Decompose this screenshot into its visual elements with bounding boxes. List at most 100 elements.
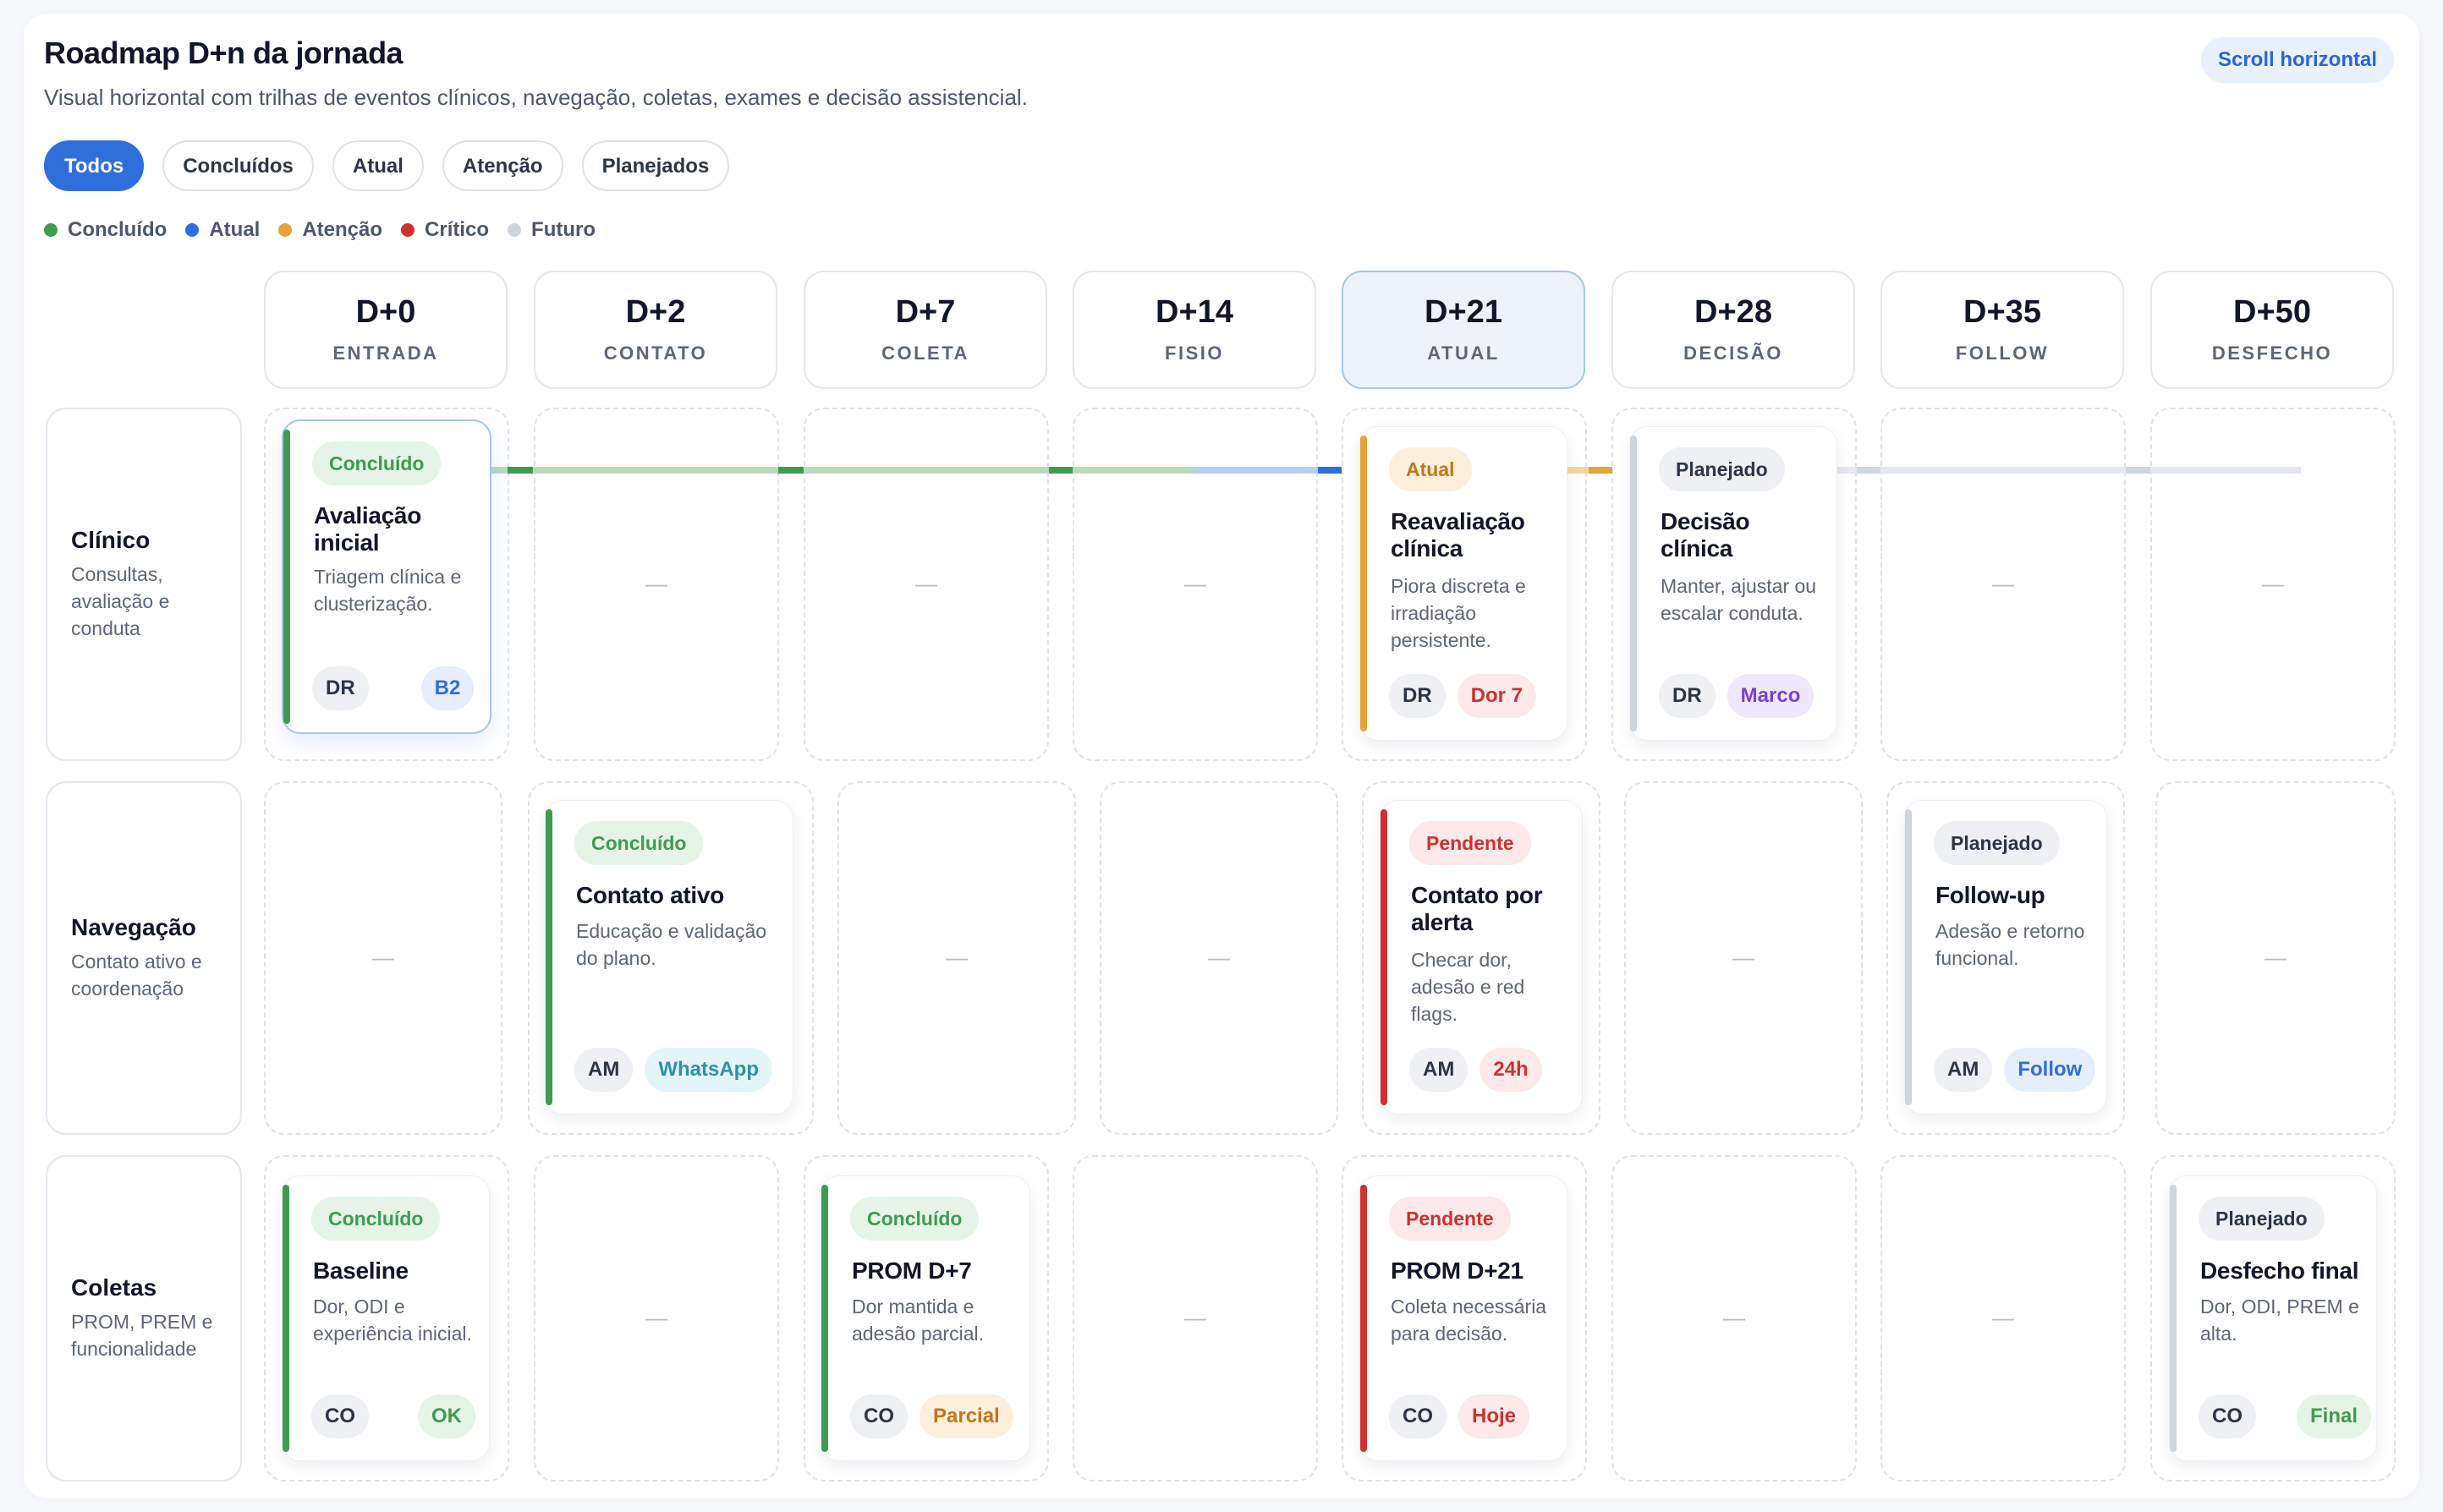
card-description: Educação e validação do plano. — [576, 920, 767, 969]
tag-pill: Follow — [2004, 1048, 2096, 1092]
filter-todos[interactable]: Todos — [44, 140, 145, 191]
cell-clinico-d7: — — [804, 408, 1049, 761]
column-header-d0[interactable]: D+0 ENTRADA — [264, 271, 508, 389]
status-badge: Concluído — [850, 1197, 980, 1241]
column-header-d35[interactable]: D+35 FOLLOW — [1880, 271, 2124, 389]
card-title: Baseline — [313, 1257, 409, 1284]
card-title: Contato ativo — [576, 882, 724, 908]
card-description: Piora discreta e irradiação persistente. — [1391, 575, 1526, 651]
column-header-d21[interactable]: D+21 ATUAL — [1342, 271, 1585, 389]
tag-pill: B2 — [420, 666, 475, 710]
cell-coletas-d2: — — [534, 1155, 779, 1482]
card-title: PROM D+7 — [852, 1257, 972, 1284]
track-segment — [491, 467, 778, 474]
card-description: Coleta necessária para decisão. — [1391, 1296, 1547, 1345]
card-baseline[interactable]: Concluído Baseline Dor, ODI e experiênci… — [282, 1175, 490, 1461]
tag-pill: 24h — [1480, 1048, 1542, 1092]
avatar: DR — [1659, 674, 1716, 718]
avatar: CO — [311, 1394, 369, 1438]
card-reavaliacao-clinica[interactable]: Atual Reavaliação clínica Piora discreta… — [1359, 426, 1567, 741]
page-subtitle: Visual horizontal com trilhas de eventos… — [44, 85, 1028, 110]
tag-pill: OK — [418, 1394, 475, 1438]
column-header-d28[interactable]: D+28 DECISÃO — [1611, 271, 1855, 389]
card-prom-d7[interactable]: Concluído PROM D+7 Dor mantida e adesão … — [821, 1175, 1030, 1461]
avatar: CO — [2199, 1394, 2256, 1438]
cell-clinico-d50: — — [2150, 408, 2396, 761]
filter-planejados[interactable]: Planejados — [581, 140, 730, 191]
card-title: Reavaliação clínica — [1391, 508, 1525, 562]
track-segment — [1049, 467, 1193, 474]
avatar: AM — [574, 1048, 634, 1092]
track-node — [1857, 467, 1880, 474]
card-title: Desfecho final — [2200, 1257, 2359, 1284]
card-avaliacao-inicial[interactable]: Concluído Avaliação inicial Triagem clín… — [282, 419, 491, 734]
page-title: Roadmap D+n da jornada — [44, 36, 404, 70]
card-prom-d21[interactable]: Pendente PROM D+21 Coleta necessária par… — [1359, 1175, 1567, 1461]
filter-chips: Todos Concluídos Atual Atenção Planejado… — [44, 140, 730, 191]
card-title: PROM D+21 — [1391, 1257, 1523, 1284]
card-contato-por-alerta[interactable]: Pendente Contato por alerta Checar dor, … — [1380, 800, 1583, 1115]
legend-dot-icon — [508, 223, 522, 237]
avatar: DR — [312, 666, 369, 710]
card-title: Contato por alerta — [1411, 882, 1543, 935]
cell-coletas-d28: — — [1611, 1155, 1857, 1482]
filter-concluidos[interactable]: Concluídos — [162, 140, 314, 191]
avatar: AM — [1934, 1048, 1993, 1092]
column-header-d14[interactable]: D+14 FISIO — [1073, 271, 1316, 389]
cell-clinico-d14: — — [1073, 408, 1318, 761]
tag-pill: WhatsApp — [645, 1048, 772, 1092]
track-node — [508, 467, 533, 474]
card-description: Dor, ODI e experiência inicial. — [313, 1296, 472, 1345]
row-label-navegacao: Navegação Contato ativo e coordenação — [46, 781, 242, 1135]
tag-pill: Marco — [1727, 674, 1814, 718]
filter-atencao[interactable]: Atenção — [442, 140, 563, 191]
status-badge: Pendente — [1389, 1197, 1511, 1241]
cell-clinico-d2: — — [534, 408, 779, 761]
avatar: CO — [1389, 1394, 1447, 1438]
column-header-d50[interactable]: D+50 DESFECHO — [2150, 271, 2394, 389]
filter-atual[interactable]: Atual — [332, 140, 424, 191]
cell-clinico-d35: — — [1880, 408, 2126, 761]
card-desfecho-final[interactable]: Planejado Desfecho final Dor, ODI, PREM … — [2169, 1175, 2377, 1461]
card-contato-ativo[interactable]: Concluído Contato ativo Educação e valid… — [545, 800, 793, 1115]
card-title: Follow-up — [1935, 882, 2045, 908]
legend-dot-icon — [44, 223, 58, 237]
card-description: Dor mantida e adesão parcial. — [852, 1296, 984, 1345]
cell-coletas-d35: — — [1880, 1155, 2126, 1482]
scroll-horizontal-badge[interactable]: Scroll horizontal — [2200, 37, 2394, 83]
status-badge: Planejado — [2199, 1197, 2325, 1241]
cell-nav-d7: — — [837, 781, 1076, 1135]
avatar: CO — [850, 1394, 908, 1438]
avatar: DR — [1389, 674, 1446, 718]
column-header-d2[interactable]: D+2 CONTATO — [534, 271, 777, 389]
cell-nav-d28: — — [1624, 781, 1863, 1135]
status-badge: Concluído — [312, 441, 442, 485]
track-node — [778, 467, 804, 474]
row-label-coletas: Coletas PROM, PREM e funcionalidade — [46, 1155, 242, 1482]
status-badge: Planejado — [1659, 447, 1785, 491]
card-description: Checar dor, adesão e red flags. — [1411, 949, 1525, 1025]
status-badge: Planejado — [1934, 821, 2060, 865]
tag-pill: Parcial — [920, 1394, 1013, 1438]
track-node — [1318, 467, 1342, 474]
column-header-d7[interactable]: D+7 COLETA — [804, 271, 1047, 389]
track-segment — [1193, 467, 1320, 474]
card-follow-up[interactable]: Planejado Follow-up Adesão e retorno fun… — [1904, 800, 2107, 1115]
status-badge: Atual — [1389, 447, 1472, 491]
cell-nav-d14: — — [1100, 781, 1338, 1135]
legend-atencao: Atenção — [278, 218, 382, 242]
status-legend: Concluído Atual Atenção Crítico Futuro — [44, 218, 601, 242]
legend-dot-icon — [401, 223, 415, 237]
track-segment — [778, 467, 1049, 474]
legend-critico: Crítico — [401, 218, 489, 242]
card-decisao-clinica[interactable]: Planejado Decisão clínica Manter, ajusta… — [1629, 426, 1837, 741]
track-node — [2126, 467, 2150, 474]
legend-atual: Atual — [185, 218, 260, 242]
cell-coletas-d14: — — [1073, 1155, 1318, 1482]
status-badge: Concluído — [574, 821, 704, 865]
card-title: Decisão clínica — [1661, 508, 1750, 562]
track-segment — [1836, 467, 2301, 474]
tag-pill: Final — [2297, 1394, 2372, 1438]
tag-pill: Dor 7 — [1457, 674, 1537, 718]
cell-nav-d0: — — [264, 781, 502, 1135]
